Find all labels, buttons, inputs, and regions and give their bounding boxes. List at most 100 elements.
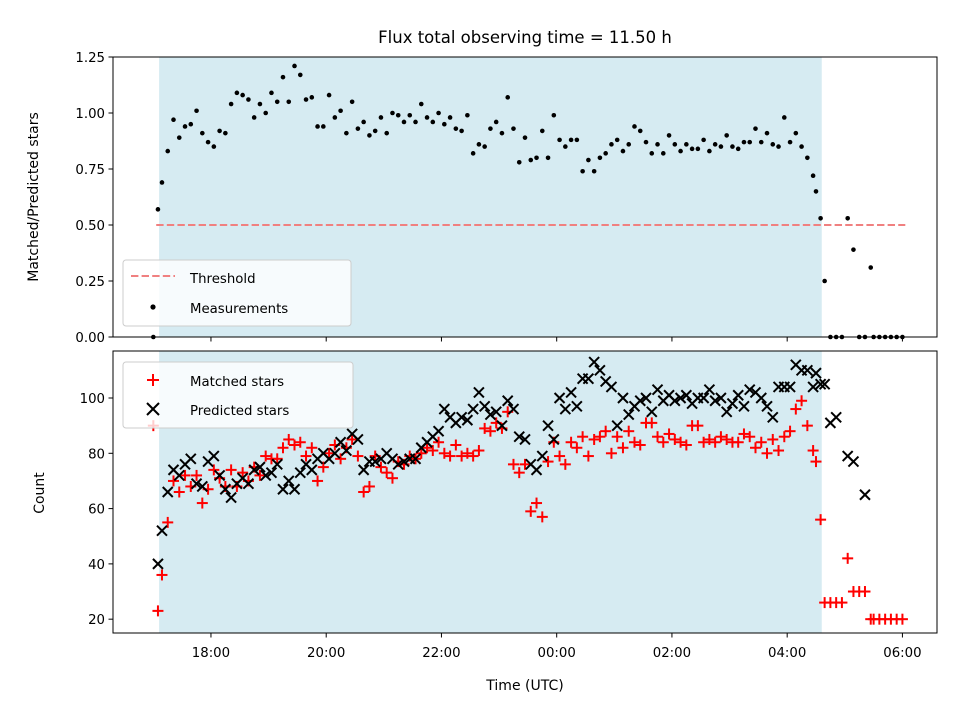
matched-star-point [289,439,301,451]
matched-star-point [807,445,819,457]
measurement-point [505,95,511,100]
measurement-point [367,133,372,138]
matched-star-point [156,569,168,581]
measurement-point [580,168,585,174]
measurement-point [240,92,245,98]
predicted-star-point [392,458,404,471]
top-legend: Threshold Measurements [122,259,352,327]
measurement-point [672,142,678,147]
matched-star-point [628,436,640,448]
measurement-point [390,110,395,116]
measurement-point [413,119,418,125]
matched-star-point [542,456,554,468]
measurement-point [813,189,819,194]
matched-star-point [755,436,767,448]
matched-star-point [709,436,721,448]
matched-star-point [375,461,387,473]
predicted-star-point [507,403,520,415]
measurement-point [787,139,793,145]
predicted-star-point [288,483,301,495]
matched-star-point [358,486,370,498]
measurement-point [764,130,770,136]
predicted-star-point [761,400,773,413]
matched-star-point [444,450,456,462]
matched-star-point [536,511,548,523]
predicted-star-point [467,403,479,415]
bottom-y-tick-label: 80 [88,447,105,462]
predicted-star-point [162,486,174,498]
measurement-point [609,142,614,147]
measurement-point [280,74,286,80]
matched-star-point [473,445,485,457]
predicted-star-point [703,383,716,396]
measurement-point [246,97,251,102]
predicted-star-point [185,453,197,465]
predicted-star-point [674,392,687,404]
matched-star-point [260,450,272,462]
measurement-point [257,101,263,107]
measurement-point [822,278,827,284]
matched-star-point [300,450,312,462]
predicted-star-point [352,433,364,446]
measurement-point [234,90,240,96]
measurement-point [758,139,764,145]
predicted-star-point [680,389,693,401]
matched-star-point [571,442,583,454]
measurement-point [159,180,165,185]
measurement-point [488,126,493,131]
measurement-point [176,135,182,140]
matched-star-point [294,436,306,448]
matched-star-point [277,442,289,454]
matched-star-point [479,422,491,434]
matched-star-point [179,469,191,481]
predicted-star-point [767,411,779,424]
predicted-star-point [536,450,548,462]
legend-predicted-swatch [146,402,160,416]
matched-star-point [196,497,208,509]
measurement-point [741,139,747,145]
matched-star-point [815,514,827,526]
measurement-point [574,137,580,143]
top-y-tick-label: 0.75 [75,163,105,178]
matched-star-point [283,433,295,445]
predicted-star-point [830,411,842,424]
predicted-star-point [208,450,220,462]
predicted-star-point [720,406,733,418]
predicted-star-point [715,392,727,404]
predicted-star-point [744,383,756,396]
measurement-point [482,144,487,149]
measurement-point [188,121,194,127]
predicted-star-point [340,444,353,457]
measurement-point [620,148,626,154]
measurement-point [799,144,804,149]
matched-star-point [617,442,629,454]
predicted-star-point [196,480,209,493]
measurement-point [545,155,551,161]
measurement-point [753,126,758,131]
predicted-star-point [634,395,646,407]
matched-star-point [519,458,531,470]
measurement-point [712,142,718,147]
matched-star-point [790,403,802,415]
matched-star-point [438,447,450,459]
measurement-point [407,112,413,118]
predicted-star-point [565,386,577,399]
matched-star-point [784,425,796,437]
predicted-star-point [732,389,744,401]
predicted-star-point [490,406,502,418]
measurement-point [730,144,735,149]
measurement-point [470,151,476,156]
measurement-point [269,90,274,96]
legend-matched-label: Matched stars [190,375,284,390]
measurement-point [338,108,343,114]
predicted-star-point [519,433,531,446]
measurement-point [326,92,332,98]
top-y-tick-label: 1.25 [75,51,105,66]
matched-star-point [692,420,704,432]
matched-star-point [363,480,375,492]
predicted-star-point [709,395,721,407]
measurement-point [626,142,632,147]
predicted-star-point [847,455,860,468]
top-y-ticks: 0.00 0.25 0.50 0.75 1.00 1.25 [75,51,113,346]
measurement-point [453,126,459,131]
